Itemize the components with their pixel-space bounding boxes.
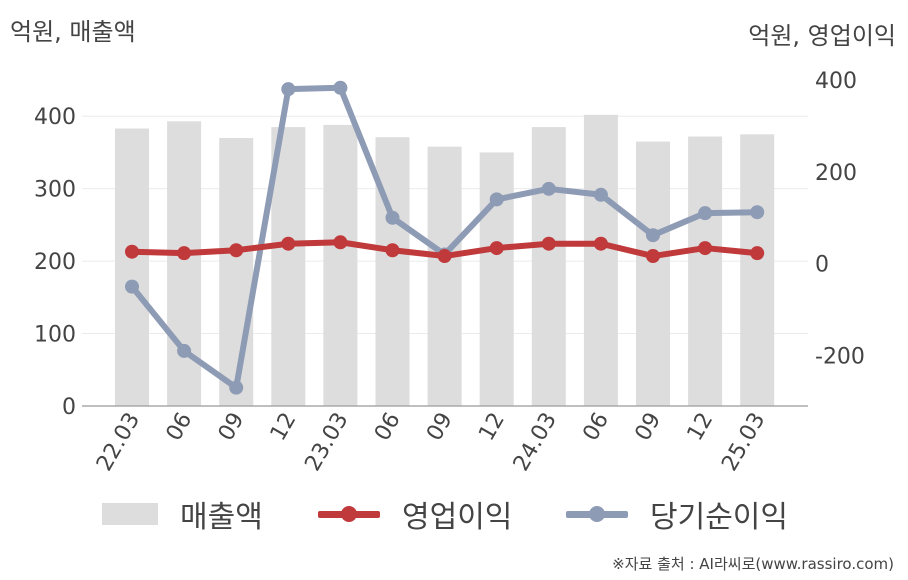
bar-revenue	[323, 124, 358, 406]
point-net-income	[698, 206, 713, 221]
legend-swatch-net-income	[566, 503, 628, 525]
source-note: ※자료 출처 : AI라씨로(www.rassiro.com)	[612, 555, 894, 573]
point-net-income	[229, 380, 244, 395]
right-tick-label: -200	[815, 344, 865, 369]
right-tick-label: 200	[815, 161, 857, 186]
bar-revenue	[219, 137, 254, 406]
point-net-income	[646, 228, 660, 243]
legend-label-revenue: 매출액	[180, 500, 263, 535]
left-tick-label: 100	[34, 323, 76, 348]
point-operating-profit	[593, 236, 608, 251]
x-tick-label: 06	[162, 409, 198, 446]
x-tick-label: 22.03	[92, 409, 145, 476]
point-operating-profit	[489, 241, 504, 256]
bar-revenue	[375, 137, 410, 406]
point-operating-profit	[281, 236, 296, 251]
x-tick-label: 12	[683, 409, 719, 446]
x-tick-label: 06	[578, 409, 614, 446]
left-tick-label: 300	[34, 178, 76, 203]
chart-legend: 매출액 영업이익 당기순이익	[0, 492, 908, 536]
left-tick-label: 0	[62, 395, 76, 420]
point-operating-profit	[229, 243, 244, 258]
bar-revenue	[688, 136, 723, 407]
point-net-income	[593, 187, 608, 202]
point-operating-profit	[437, 249, 452, 264]
legend-swatch-operating-profit	[318, 503, 380, 525]
legend-item-revenue: 매출액	[102, 492, 263, 536]
x-tick-label: 25.03	[717, 409, 770, 476]
point-net-income	[125, 279, 139, 294]
point-operating-profit	[125, 244, 139, 259]
point-net-income	[177, 343, 192, 358]
point-operating-profit	[385, 243, 400, 258]
legend-label-operating-profit: 영업이익	[402, 500, 513, 535]
legend-swatch-revenue	[102, 503, 158, 525]
point-net-income	[489, 192, 504, 207]
point-operating-profit	[333, 235, 348, 250]
x-tick-label: 12	[474, 409, 510, 446]
point-net-income	[750, 205, 765, 220]
point-net-income	[333, 80, 348, 95]
bar-revenue	[583, 114, 618, 407]
bar-revenue	[271, 127, 306, 406]
bar-revenue	[531, 127, 566, 406]
bar-revenue	[740, 134, 775, 407]
x-tick-label: 09	[214, 409, 250, 446]
point-operating-profit	[541, 236, 556, 251]
x-tick-label: 06	[370, 409, 406, 446]
bar-revenue	[115, 128, 149, 406]
bar-revenue	[636, 141, 670, 407]
point-operating-profit	[698, 241, 713, 256]
point-operating-profit	[750, 246, 765, 261]
legend-label-net-income: 당기순이익	[650, 500, 788, 535]
bar-revenue	[427, 146, 462, 406]
x-tick-label: 12	[266, 409, 302, 446]
point-net-income	[541, 181, 556, 196]
x-tick-label: 23.03	[300, 409, 353, 476]
point-net-income	[385, 210, 400, 225]
left-tick-label: 200	[34, 250, 76, 275]
x-tick-label: 09	[631, 409, 667, 446]
left-axis-unit: 억원, 매출액	[10, 18, 136, 46]
legend-item-operating-profit: 영업이익	[318, 492, 512, 536]
bar-revenue	[167, 121, 202, 406]
right-tick-label: 400	[815, 69, 857, 94]
point-net-income	[281, 82, 296, 97]
bar-revenue	[479, 152, 514, 406]
x-tick-label: 24.03	[509, 409, 562, 476]
right-axis-unit: 억원, 영업이익	[748, 22, 896, 50]
x-tick-label: 09	[422, 409, 458, 446]
point-operating-profit	[646, 249, 660, 264]
right-tick-label: 0	[815, 253, 829, 278]
point-operating-profit	[177, 246, 192, 261]
left-tick-label: 400	[34, 105, 76, 130]
legend-item-net-income: 당기순이익	[566, 492, 788, 536]
